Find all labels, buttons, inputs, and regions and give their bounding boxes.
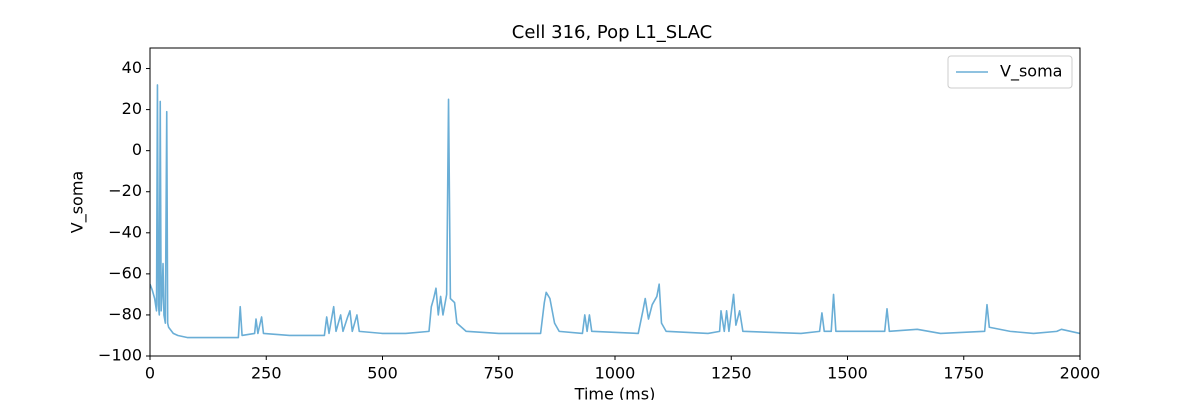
y-tick-label: 0 (132, 140, 142, 159)
x-tick-label: 2000 (1060, 364, 1101, 383)
x-tick-label: 750 (483, 364, 514, 383)
x-tick-label: 1250 (711, 364, 752, 383)
x-tick-label: 250 (251, 364, 282, 383)
y-tick-label: 20 (122, 99, 142, 118)
chart-title: Cell 316, Pop L1_SLAC (512, 22, 712, 43)
x-tick-label: 1000 (595, 364, 636, 383)
y-tick-label: −60 (108, 263, 142, 282)
data-line (150, 84, 1080, 339)
y-tick-label: −80 (108, 304, 142, 323)
x-tick-label: 500 (367, 364, 398, 383)
y-tick-label: −100 (98, 346, 142, 365)
y-tick-label: −20 (108, 181, 142, 200)
y-tick-label: 40 (122, 58, 142, 77)
y-axis-label: V_soma (68, 171, 88, 233)
axes-frame (149, 47, 1081, 357)
x-tick-label: 1750 (943, 364, 984, 383)
legend-label: V_soma (1000, 62, 1062, 82)
x-axis-label: Time (ms) (574, 385, 656, 400)
x-tick-label: 1500 (827, 364, 868, 383)
legend-box (947, 55, 1073, 89)
x-tick-label: 0 (145, 364, 155, 383)
y-tick-label: −40 (108, 222, 142, 241)
